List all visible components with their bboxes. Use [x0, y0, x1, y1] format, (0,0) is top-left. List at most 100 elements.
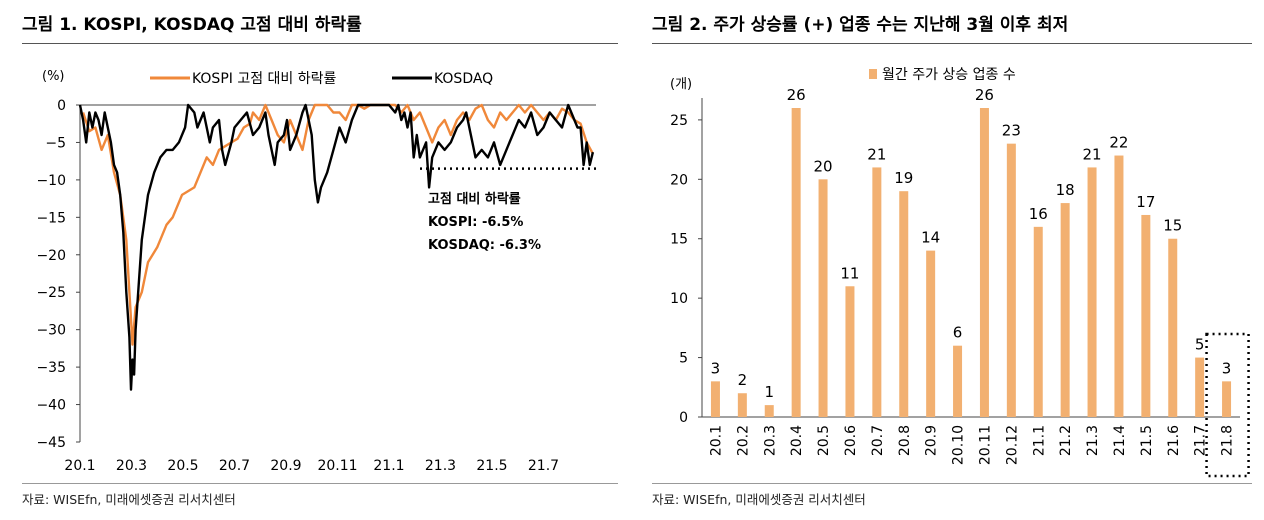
left-figure-panel: 그림 1. KOSPI, KOSDAQ 고점 대비 하락률 (%) 0 −5 −10 −… [22, 15, 618, 507]
right-y-tick-label: 0 [679, 410, 688, 426]
right-source-note: 자료: WISEfn, 미래에셋증권 리서치센터 [652, 492, 866, 507]
right-figure-panel: 그림 2. 주가 상승률 (+) 업종 수는 지난해 3월 이후 최저 (개) 0… [646, 0, 1264, 520]
bar-value-label: 3 [711, 359, 721, 377]
x-category-label: 21.2 [1058, 425, 1074, 456]
right-y-tick-label: 15 [670, 232, 688, 248]
x-category-label: 20.10 [951, 425, 967, 465]
bar [1087, 167, 1097, 417]
x-category-label: 20.9 [924, 425, 940, 456]
x-category-label: 20.6 [843, 425, 859, 456]
x-category-label: 21.6 [1166, 425, 1182, 456]
left-x-tick-label: 20.11 [317, 458, 357, 474]
left-x-tick-label: 20.7 [219, 458, 250, 474]
bar [845, 286, 855, 417]
right-title-divider [652, 43, 1252, 44]
right-source-divider [652, 483, 1252, 484]
right-y-tick-label: 10 [670, 291, 688, 307]
bar-value-label: 26 [975, 86, 994, 104]
bar-value-label: 6 [953, 324, 963, 342]
annotation-kosdaq: KOSDAQ: -6.3% [428, 238, 541, 253]
bar-value-label: 16 [1029, 205, 1048, 223]
bar-value-label: 1 [764, 383, 774, 401]
x-category-label: 21.7 [1193, 425, 1209, 456]
bar-value-label: 5 [1195, 336, 1205, 354]
x-category-label: 21.4 [1112, 425, 1128, 456]
legend-kospi-label: KOSPI 고점 대비 하락률 [192, 71, 337, 87]
bar [710, 381, 720, 417]
left-y-unit: (%) [42, 69, 65, 84]
bar [1195, 357, 1205, 417]
left-figure-title: 그림 1. KOSPI, KOSDAQ 고점 대비 하락률 [22, 15, 362, 35]
bar-value-label: 21 [867, 145, 886, 163]
bar [1114, 155, 1124, 418]
bar [953, 345, 963, 417]
x-category-label: 21.3 [1085, 425, 1101, 456]
left-x-tick-label: 21.1 [373, 458, 404, 474]
x-category-label: 20.2 [735, 425, 751, 456]
left-x-tick-label: 20.5 [167, 458, 198, 474]
bar [899, 191, 909, 417]
left-title-divider [22, 43, 618, 44]
bar-value-label: 3 [1222, 359, 1232, 377]
left-y-tick-label: −5 [45, 135, 66, 151]
drawdown-line-chart: (%) 0 −5 −10 −15 −20 −25 −30 −35 −40 −45 20.1 20.3 20… [36, 69, 596, 474]
kospi-line [81, 103, 594, 346]
legend-kosdaq-label: KOSDAQ [434, 71, 493, 87]
bar [1141, 214, 1151, 417]
left-x-tick-label: 21.7 [528, 458, 559, 474]
bar [791, 108, 801, 417]
left-y-tick-label: −30 [36, 323, 66, 339]
bar-value-label: 22 [1109, 134, 1128, 152]
left-y-tick-label: −45 [36, 435, 66, 451]
bar-value-label: 18 [1056, 181, 1075, 199]
bar-value-label: 19 [894, 169, 913, 187]
left-source-divider [22, 483, 618, 484]
bar-value-label: 26 [787, 86, 806, 104]
left-source-note: 자료: WISEfn, 미래에셋증권 리서치센터 [22, 492, 236, 507]
drawdown-annotation: 고점 대비 하락률 KOSPI: -6.5% KOSDAQ: -6.3% [428, 188, 541, 257]
x-category-label: 21.5 [1139, 425, 1155, 456]
right-figure-title: 그림 2. 주가 상승률 (+) 업종 수는 지난해 3월 이후 최저 [652, 15, 1069, 35]
bar [1033, 226, 1043, 417]
kosdaq-line [78, 103, 595, 391]
bar-value-label: 17 [1136, 193, 1155, 211]
left-y-tick-label: −40 [36, 398, 66, 414]
right-y-tick-label: 20 [670, 172, 688, 188]
bar [1060, 203, 1070, 417]
bar-value-label: 21 [1083, 145, 1102, 163]
x-category-label: 20.3 [762, 425, 778, 456]
bar [926, 250, 936, 417]
left-y-tick-label: −35 [36, 360, 66, 376]
bar-value-label: 2 [738, 371, 748, 389]
left-x-tick-label: 20.3 [116, 458, 147, 474]
left-y-tick-label: −15 [36, 210, 66, 226]
left-x-tick-label: 20.1 [64, 458, 95, 474]
bar [872, 167, 882, 417]
bar [979, 108, 989, 417]
bar [1006, 143, 1016, 417]
right-y-tick-label: 25 [670, 113, 688, 129]
bar-value-label: 11 [840, 264, 859, 282]
highlight-dotted-box [1205, 332, 1250, 478]
bar [1222, 381, 1232, 417]
bar-value-label: 23 [1002, 122, 1021, 140]
right-y-tick-label: 5 [679, 351, 688, 367]
bar-value-label: 14 [921, 229, 940, 247]
left-y-tick-label: −25 [36, 285, 66, 301]
x-category-label: 20.4 [789, 425, 805, 456]
annotation-kospi: KOSPI: -6.5% [428, 215, 524, 230]
left-x-tick-label: 21.3 [425, 458, 456, 474]
left-x-tick-label: 20.9 [270, 458, 301, 474]
left-y-tick-label: 0 [57, 98, 66, 114]
bar [1168, 238, 1178, 417]
x-category-label: 21.1 [1031, 425, 1047, 456]
x-category-label: 20.7 [870, 425, 886, 456]
bar-value-label: 20 [814, 157, 833, 175]
x-category-label: 20.1 [708, 425, 724, 456]
left-y-tick-label: −20 [36, 248, 66, 264]
legend-bar-label: 월간 주가 상승 업종 수 [882, 67, 1016, 83]
left-x-tick-label: 21.5 [476, 458, 507, 474]
x-category-label: 20.8 [897, 425, 913, 456]
x-category-label: 20.12 [1004, 425, 1020, 465]
